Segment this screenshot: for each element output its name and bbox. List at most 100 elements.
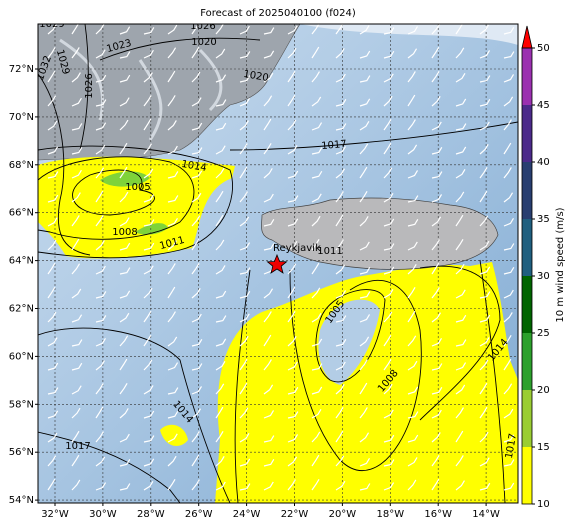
wind-barb	[167, 24, 178, 35]
wind-barb	[335, 338, 347, 347]
wind-barb	[383, 383, 393, 395]
wind-barb	[191, 363, 203, 371]
wind-barb	[287, 310, 296, 323]
wind-barb	[47, 455, 57, 467]
wind-barb	[359, 75, 371, 83]
wind-barb	[143, 95, 152, 107]
colorbar-segment	[522, 219, 532, 276]
colorbar-label: 10 m wind speed (m/s)	[555, 207, 566, 322]
wind-barb	[335, 455, 345, 467]
wind-barb	[263, 168, 273, 179]
wind-barb	[287, 94, 296, 107]
wind-barb	[191, 215, 201, 227]
wind-barb	[287, 119, 297, 131]
wind-barb	[143, 194, 155, 203]
axes: 32°W 30°W 28°W 26°W 24°W 22°W 20°W 18°W 16°W 14°W…	[9, 64, 500, 520]
wind-barb	[191, 71, 201, 83]
wind-barb	[287, 386, 299, 395]
x-tick-label: 22°W	[281, 509, 309, 520]
y-tick-label: 64°N	[9, 256, 34, 267]
wind-barb	[479, 50, 491, 59]
wind-barb	[359, 98, 371, 107]
wind-barb	[191, 431, 200, 443]
wind-barb	[479, 240, 490, 251]
wind-barb	[143, 458, 155, 467]
wind-barb	[191, 408, 202, 419]
wind-barb	[503, 119, 512, 131]
wind-barb	[167, 171, 179, 179]
wind-barb	[455, 24, 464, 35]
wind-barb	[215, 338, 227, 347]
wind-barb	[95, 122, 107, 131]
wind-barb	[95, 383, 104, 395]
wind-barb	[311, 96, 322, 107]
wind-barb	[119, 459, 131, 467]
x-tick-label: 18°W	[376, 509, 404, 520]
wind-barb	[503, 96, 514, 107]
y-tick-label: 62°N	[9, 304, 34, 315]
wind-barb	[503, 51, 515, 59]
ice	[300, 24, 518, 45]
wind-barb	[383, 142, 392, 155]
wind-barb	[431, 387, 443, 395]
wind-barb	[47, 95, 57, 107]
y-tick-label: 68°N	[9, 160, 34, 171]
wind-barb	[311, 386, 323, 395]
wind-barb	[215, 24, 224, 35]
iceland	[261, 197, 499, 270]
wind-barb	[311, 454, 320, 467]
wind-barb	[95, 240, 105, 251]
colorbar-segment	[522, 162, 532, 219]
wind-barb	[503, 434, 515, 443]
wind-barb	[407, 94, 416, 107]
wind-barb	[287, 240, 298, 251]
wind-barb	[119, 242, 131, 251]
wind-barb	[479, 482, 491, 491]
wind-barb	[263, 384, 274, 395]
wind-barb	[167, 47, 177, 59]
wind-barb	[311, 363, 323, 371]
wind-barb	[47, 171, 59, 179]
wind-barb	[407, 241, 418, 251]
wind-barb	[335, 290, 347, 299]
wind-barb	[407, 170, 419, 179]
wind-barb	[287, 195, 299, 203]
wind-barb	[95, 265, 106, 275]
wind-barb	[311, 409, 322, 419]
wind-barb	[71, 430, 80, 443]
wind-barb	[167, 70, 176, 83]
wind-barb	[263, 458, 275, 467]
wind-barb	[167, 311, 176, 323]
wind-barb	[359, 483, 371, 491]
colorbar-tick-label: 45	[537, 100, 550, 111]
wind-barb	[143, 118, 152, 131]
wind-barb	[479, 382, 488, 395]
wind-barb	[311, 478, 320, 491]
wind-barb	[119, 267, 131, 275]
wind-barb	[71, 339, 83, 347]
wind-barb	[239, 382, 248, 395]
wind-barb	[407, 218, 419, 227]
wind-barb	[95, 99, 107, 107]
contour-label: 1026	[190, 21, 215, 32]
colorbar-segment	[522, 390, 532, 447]
wind-barb	[287, 434, 299, 443]
wind-barb	[503, 312, 513, 323]
wind-barb	[215, 190, 224, 203]
contour-label: 1026	[84, 73, 95, 98]
wind-barb	[263, 410, 275, 419]
wind-barb	[335, 361, 346, 371]
wind-barb	[503, 358, 512, 371]
wind-barb	[359, 291, 371, 299]
wind-barb	[119, 217, 130, 227]
wind-barb	[167, 410, 179, 419]
wind-barb	[143, 359, 153, 371]
wind-barb	[263, 243, 275, 251]
wind-barb	[311, 24, 320, 35]
wind-barb	[311, 287, 321, 299]
wind-barb	[143, 265, 154, 275]
wind-barb	[383, 243, 395, 251]
wind-barb	[503, 408, 514, 419]
wind-barb	[143, 219, 155, 227]
wind-barb	[431, 171, 443, 179]
